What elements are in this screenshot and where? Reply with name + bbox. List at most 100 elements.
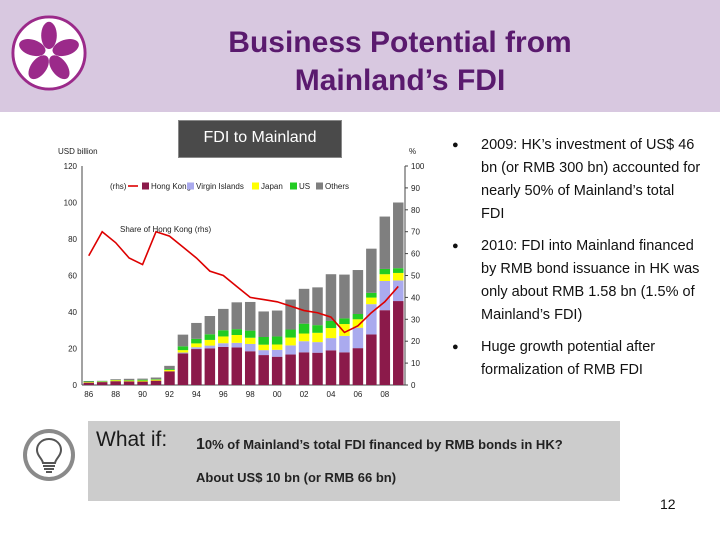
- bar-segment: [123, 380, 135, 382]
- bar-segment: [379, 310, 391, 385]
- bar-segment: [393, 268, 404, 273]
- bar-segment: [191, 322, 202, 339]
- bar-segment: [366, 248, 377, 293]
- what-if-question-rest: 0% of Mainland’s total FDI financed by R…: [204, 437, 563, 452]
- bar-segment: [258, 344, 269, 351]
- bar-segment: [96, 382, 108, 385]
- bar-segment: [137, 380, 148, 382]
- slide-title-line1: Business Potential from: [228, 26, 572, 59]
- bar-segment: [271, 349, 283, 357]
- bar-segment: [150, 379, 162, 380]
- bar-segment: [339, 335, 350, 353]
- x-tick-label: 08: [380, 390, 389, 399]
- fdi-chart: USD billion %0204060801001200102030405060…: [58, 147, 425, 399]
- bar-segment: [177, 350, 189, 353]
- bar-segment: [231, 347, 243, 385]
- bar-segment: [164, 369, 175, 371]
- lightbulb-icon: [23, 429, 75, 481]
- y-tick-label: 20: [68, 345, 77, 354]
- x-tick-label: 02: [300, 390, 309, 399]
- x-tick-label: 98: [246, 390, 255, 399]
- y-tick-label: 120: [64, 162, 78, 171]
- bullet-marker: ●: [452, 240, 459, 252]
- bar-segment: [339, 274, 350, 319]
- y2-tick-label: 30: [411, 315, 420, 324]
- bar-segment: [339, 318, 350, 325]
- bar-segment: [366, 297, 377, 305]
- plot-area: [82, 166, 405, 385]
- bar-segment: [312, 342, 323, 353]
- bar-segment: [352, 348, 364, 385]
- bar-segment: [393, 301, 404, 385]
- legend-swatch: [142, 182, 149, 190]
- bar-segment: [379, 268, 391, 275]
- bar-segment: [164, 370, 175, 372]
- y2-tick-label: 90: [411, 184, 420, 193]
- bar-segment: [177, 334, 189, 347]
- header-bar: [0, 0, 720, 112]
- bar-segment: [137, 378, 148, 380]
- bar-segment: [83, 380, 94, 382]
- bar-segment: [204, 334, 216, 340]
- bar-segment: [352, 327, 364, 349]
- bar-segment: [393, 280, 404, 302]
- y2-tick-label: 10: [411, 359, 420, 368]
- legend-rhs-label: (rhs): [110, 182, 127, 191]
- line-annotation: Share of Hong Kong (rhs): [120, 225, 211, 234]
- bar-segment: [258, 350, 269, 356]
- y2-tick-label: 50: [411, 272, 420, 281]
- bar-segment: [271, 356, 283, 385]
- bar-segment: [325, 274, 337, 321]
- bar-segment: [298, 352, 310, 385]
- bar-segment: [110, 379, 121, 380]
- bar-segment: [325, 328, 337, 339]
- bar-segment: [312, 287, 323, 326]
- bar-segment: [177, 353, 189, 385]
- slide-title: Business Potential from Mainland’s FDI: [110, 24, 690, 100]
- bar-segment: [137, 379, 148, 381]
- bar-segment: [123, 378, 135, 381]
- bar-segment: [137, 381, 148, 385]
- what-if-label: What if:: [96, 428, 168, 451]
- y2-tick-label: 0: [411, 381, 416, 390]
- bar-segment: [191, 338, 202, 344]
- bullet-marker: ●: [452, 139, 459, 151]
- y-tick-label: 100: [64, 199, 78, 208]
- bar-segment: [285, 329, 296, 338]
- legend-swatch: [290, 182, 297, 190]
- bar-segment: [218, 308, 229, 331]
- bar-segment: [150, 380, 162, 385]
- bar-segment: [379, 280, 391, 311]
- y2-tick-label: 70: [411, 228, 420, 237]
- slide-title-line2: Mainland’s FDI: [294, 64, 506, 97]
- bar-segment: [352, 270, 364, 315]
- page-number: 12: [660, 496, 676, 512]
- bar-segment: [231, 334, 243, 343]
- bar-segment: [285, 345, 296, 355]
- bar-segment: [352, 319, 364, 328]
- bullet-text: 2010: FDI into Mainland financed by RMB …: [481, 238, 700, 323]
- bar-segment: [110, 380, 121, 382]
- bar-segment: [258, 311, 269, 338]
- bar-segment: [258, 355, 269, 385]
- bullet-text: 2009: HK’s investment of US$ 46 bn (or R…: [481, 137, 701, 222]
- bar-segment: [218, 346, 229, 385]
- bar-segment: [204, 339, 216, 346]
- bar-segment: [298, 341, 310, 353]
- bar-segment: [271, 336, 283, 345]
- y-tick-label: 80: [68, 235, 77, 244]
- y2-tick-label: 100: [411, 162, 425, 171]
- bullet-text: Huge growth potential after formalizatio…: [481, 339, 656, 378]
- bar-segment: [177, 346, 189, 351]
- bar-segment: [218, 330, 229, 337]
- bar-segment: [312, 352, 323, 385]
- what-if-question-lead: 1: [196, 436, 205, 453]
- bullet-list: ● 2009: HK’s investment of US$ 46 bn (or…: [446, 134, 701, 391]
- bar-segment: [191, 349, 202, 385]
- bar-segment: [83, 382, 94, 385]
- legend-label: US: [299, 182, 310, 191]
- x-tick-label: 00: [273, 390, 282, 399]
- bar-segment: [244, 301, 256, 331]
- bar-segment: [123, 381, 135, 385]
- bar-segment: [231, 329, 243, 335]
